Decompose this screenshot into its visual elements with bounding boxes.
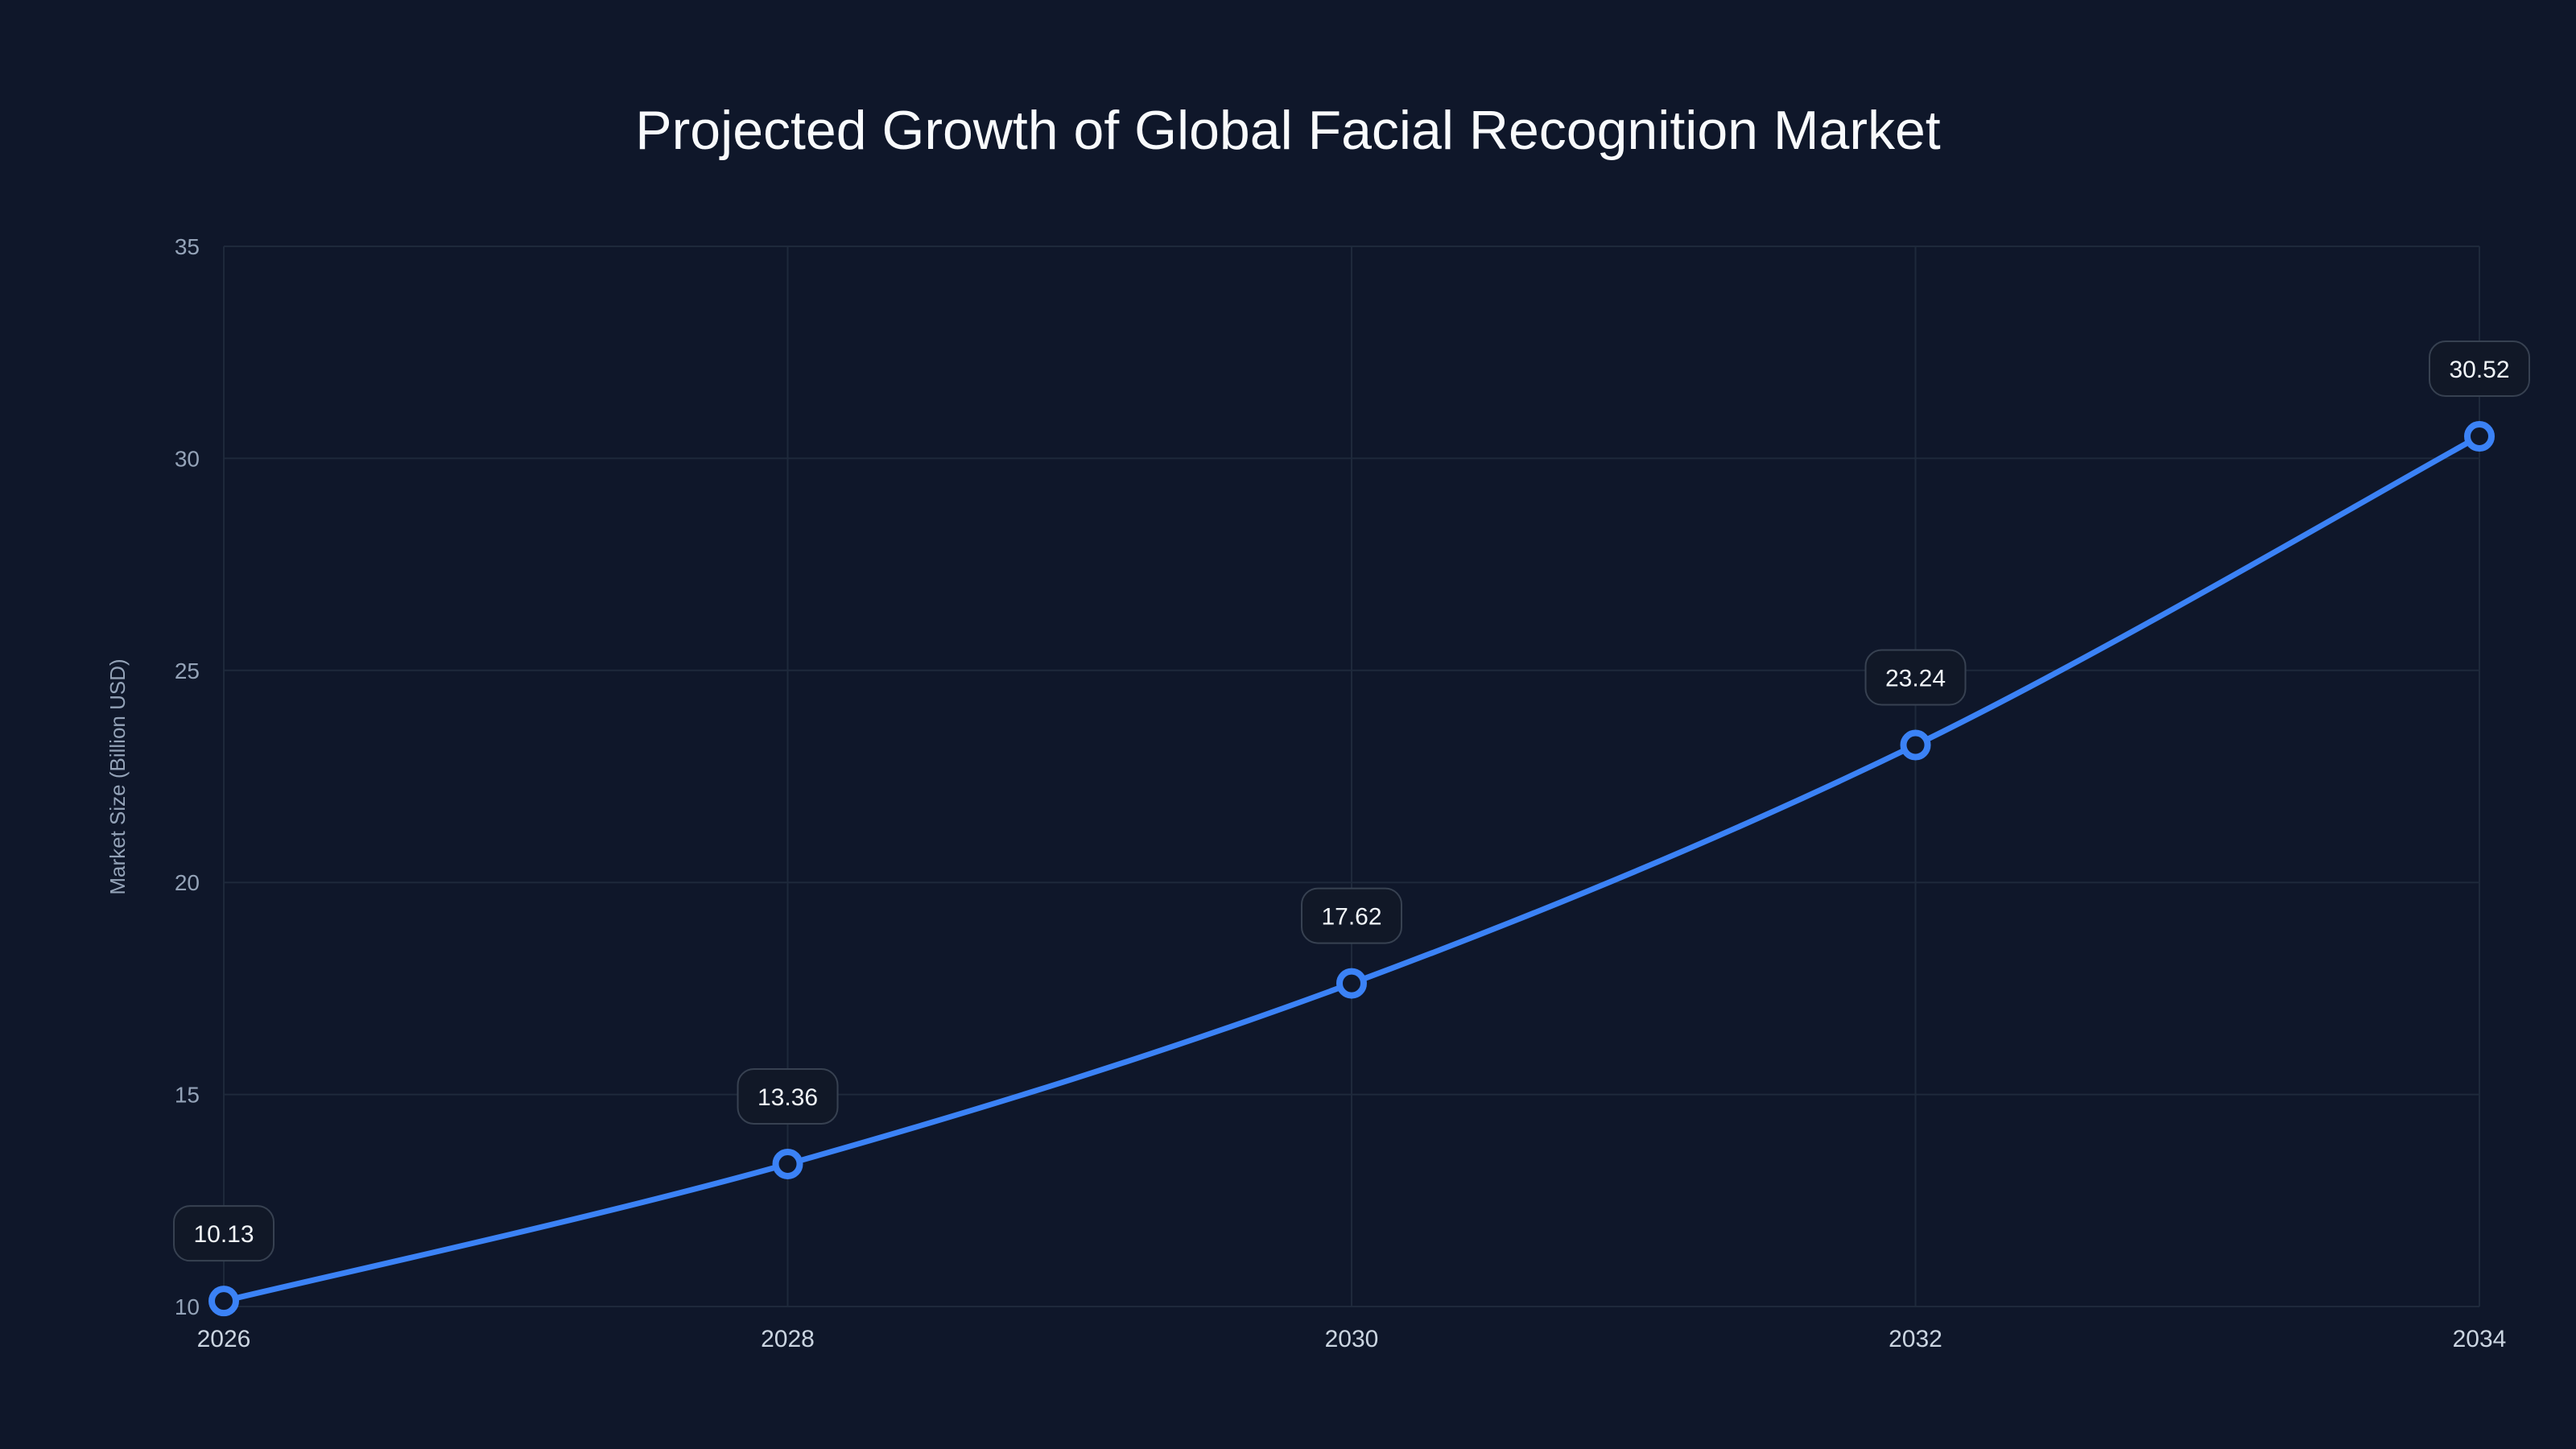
x-tick-label: 2030 <box>1325 1326 1379 1352</box>
data-label: 13.36 <box>758 1084 818 1111</box>
chart-title: Projected Growth of Global Facial Recogn… <box>635 100 1941 161</box>
data-points <box>208 421 2495 1317</box>
data-label: 30.52 <box>2449 357 2509 383</box>
data-point <box>2464 421 2495 452</box>
data-point <box>1900 729 1931 761</box>
data-label-box <box>2429 341 2530 398</box>
x-tick-label: 2032 <box>1889 1326 1942 1352</box>
data-point <box>772 1148 803 1179</box>
y-axis-label: Market Size (Billion USD) <box>105 658 130 894</box>
x-tick-label: 2026 <box>197 1326 251 1352</box>
x-tick-label: 2034 <box>2453 1326 2507 1352</box>
grid <box>223 246 2480 1307</box>
data-label: 10.13 <box>193 1221 254 1248</box>
y-tick-label: 35 <box>175 234 200 259</box>
data-labels: 10.13 13.36 17.62 23.24 30.52 <box>173 341 2530 1262</box>
data-label: 17.62 <box>1321 904 1381 931</box>
axis-ticks: 10 15 20 25 30 35 2026 2028 2030 2032 2034 <box>175 234 2507 1352</box>
y-tick-label: 25 <box>175 658 200 683</box>
data-label-box <box>173 1205 275 1262</box>
y-tick-label: 30 <box>175 446 200 471</box>
y-tick-label: 20 <box>175 870 200 895</box>
data-label-box <box>1864 649 1967 706</box>
x-tick-label: 2028 <box>761 1326 815 1352</box>
data-label: 23.24 <box>1885 666 1946 692</box>
data-point <box>208 1286 239 1317</box>
data-point <box>1336 968 1367 999</box>
y-tick-label: 15 <box>175 1083 200 1108</box>
y-tick-label: 10 <box>175 1294 200 1319</box>
data-label-box <box>1301 887 1402 944</box>
data-label-box <box>737 1067 839 1125</box>
